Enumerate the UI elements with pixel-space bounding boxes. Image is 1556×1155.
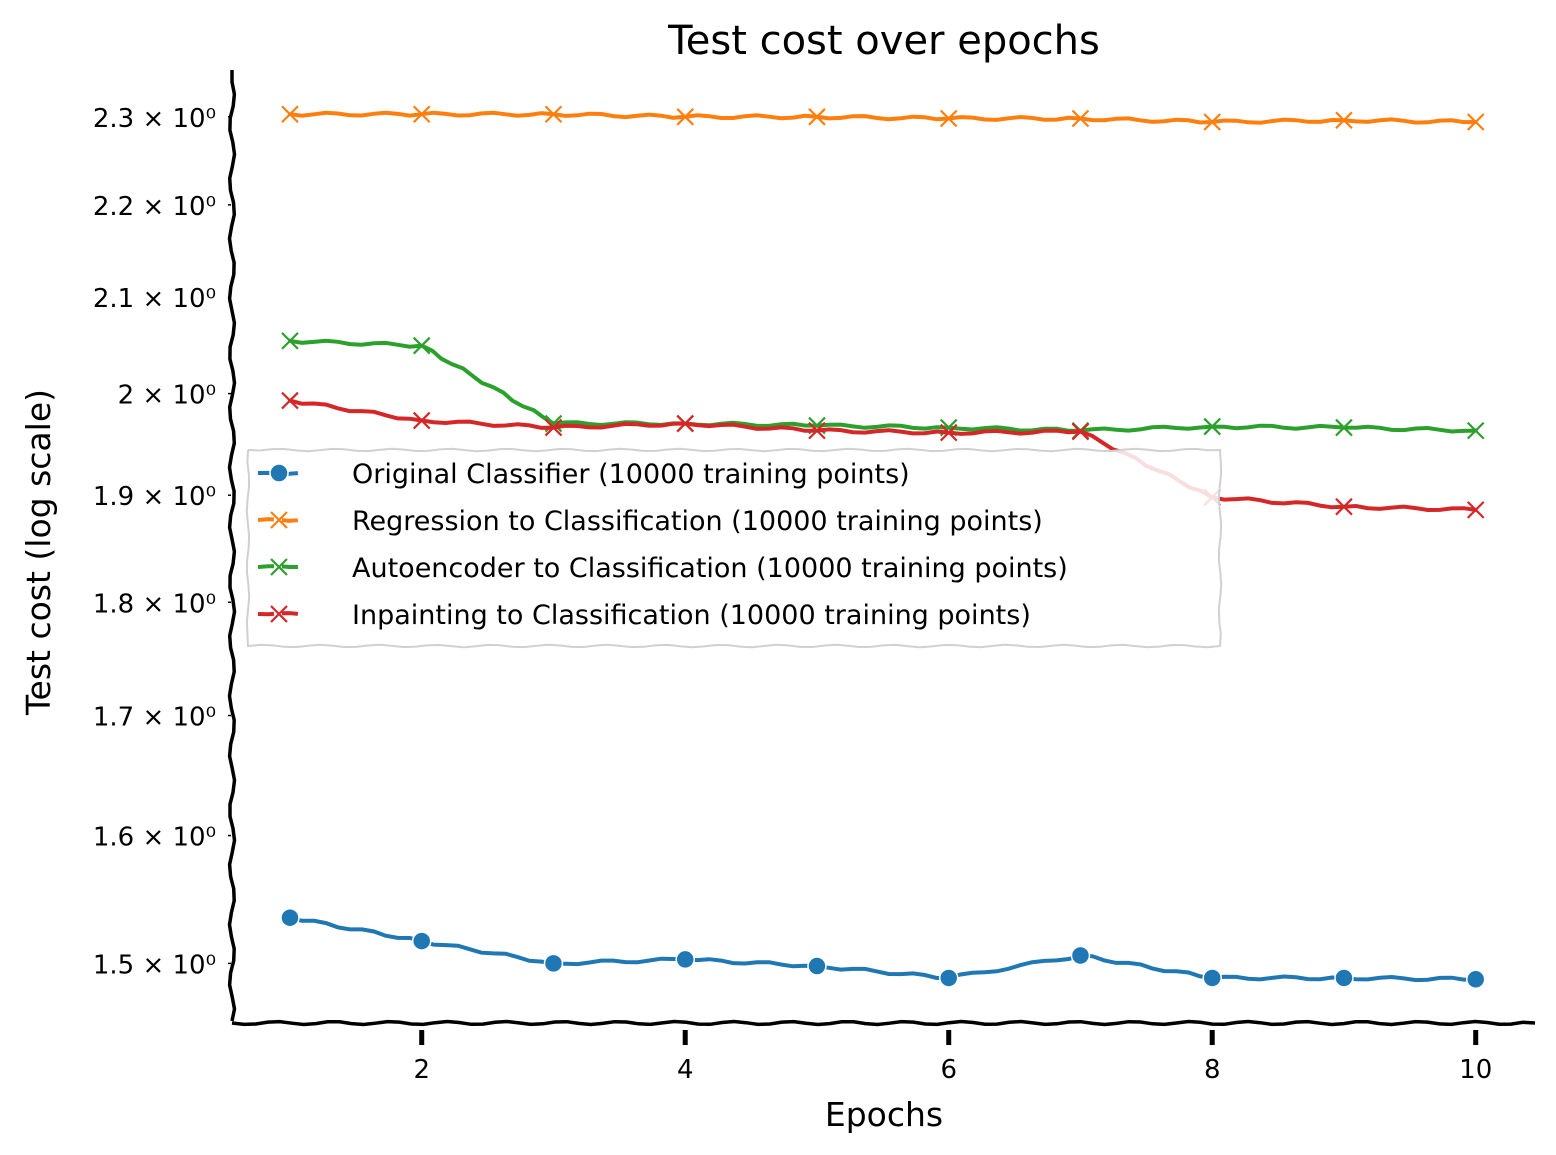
- legend-marker: [270, 605, 288, 623]
- legend-marker: [269, 463, 289, 483]
- legend-line: [257, 517, 301, 523]
- x-tick-label: 10: [1459, 1055, 1492, 1085]
- x-tick-label: 4: [677, 1055, 694, 1085]
- y-tick-label: 2 × 10⁰: [118, 381, 216, 411]
- data-point: [676, 414, 694, 433]
- data-point: [544, 418, 563, 437]
- legend-label: Inpainting to Classification (10000 trai…: [352, 600, 1031, 631]
- data-point: [1466, 501, 1485, 519]
- y-tick-label: 1.6 × 10⁰: [93, 823, 216, 853]
- y-tick-label: 1.9 × 10⁰: [93, 482, 216, 512]
- legend-marker: [270, 558, 288, 576]
- data-point: [544, 105, 563, 124]
- data-point: [280, 907, 300, 928]
- y-tick-label: 1.5 × 10⁰: [93, 950, 216, 980]
- legend: Original Classifier (10000 training poin…: [245, 447, 1223, 649]
- y-tick-label: 2.3 × 10⁰: [93, 104, 216, 134]
- data-point: [1466, 421, 1485, 440]
- series-line: [288, 915, 1478, 983]
- y-tick-label: 2.2 × 10⁰: [93, 192, 216, 222]
- x-axis-label: Epochs: [825, 1095, 943, 1134]
- x-tick-label: 8: [1204, 1055, 1221, 1085]
- series-group: [280, 105, 1486, 990]
- legend-line: [257, 470, 301, 476]
- x-tick-label: 2: [413, 1055, 430, 1085]
- data-point: [1335, 497, 1353, 516]
- data-point: [808, 108, 826, 126]
- data-point: [281, 391, 299, 410]
- series-1: [280, 907, 1486, 990]
- y-tick-label: 2.1 × 10⁰: [93, 284, 216, 314]
- data-point: [939, 423, 958, 442]
- data-point: [939, 109, 958, 128]
- series-line: [288, 398, 1478, 513]
- data-point: [1335, 111, 1353, 130]
- data-point: [1334, 968, 1354, 988]
- data-point: [1071, 422, 1090, 441]
- data-point: [412, 105, 431, 124]
- data-point: [1202, 968, 1222, 988]
- data-point: [281, 332, 299, 350]
- data-point: [412, 336, 431, 355]
- data-point: [1070, 945, 1091, 966]
- data-point: [1335, 418, 1353, 437]
- data-point: [1203, 417, 1221, 436]
- legend-label: Regression to Classification (10000 trai…: [352, 506, 1043, 537]
- x-tick-label: 6: [940, 1055, 957, 1085]
- data-point: [1466, 113, 1485, 131]
- y-axis-line: [227, 70, 237, 1022]
- data-point: [543, 953, 564, 974]
- data-point: [676, 108, 694, 126]
- legend-label: Original Classifier (10000 training poin…: [352, 459, 910, 490]
- series-line: [288, 110, 1478, 125]
- data-point: [412, 411, 431, 430]
- legend-box: [245, 447, 1223, 649]
- legend-marker: [270, 511, 288, 529]
- data-point: [411, 931, 432, 951]
- legend-line: [257, 564, 300, 569]
- x-axis-line: [231, 1019, 1536, 1027]
- data-point: [807, 956, 827, 976]
- data-point: [808, 421, 826, 440]
- data-point: [675, 949, 695, 970]
- y-axis-label: Test cost (log scale): [19, 389, 58, 716]
- chart-title: Test cost over epochs: [667, 18, 1100, 64]
- data-point: [1465, 969, 1486, 990]
- legend-label: Autoencoder to Classification (10000 tra…: [352, 553, 1068, 584]
- data-point: [938, 968, 959, 988]
- axes: 2 4 6 8 10 1.5 × 10⁰ 1.6 × 10⁰ 1.7 × 10⁰ 1.8 × 1…: [93, 70, 1536, 1085]
- data-point: [1071, 109, 1090, 128]
- y-tick-label: 1.8 × 10⁰: [93, 589, 216, 619]
- data-point: [281, 105, 299, 124]
- y-tick-label: 1.7 × 10⁰: [93, 702, 216, 732]
- legend-line: [257, 611, 301, 617]
- series-2: [281, 105, 1485, 131]
- series-line: [288, 338, 1478, 434]
- data-point: [1203, 113, 1221, 131]
